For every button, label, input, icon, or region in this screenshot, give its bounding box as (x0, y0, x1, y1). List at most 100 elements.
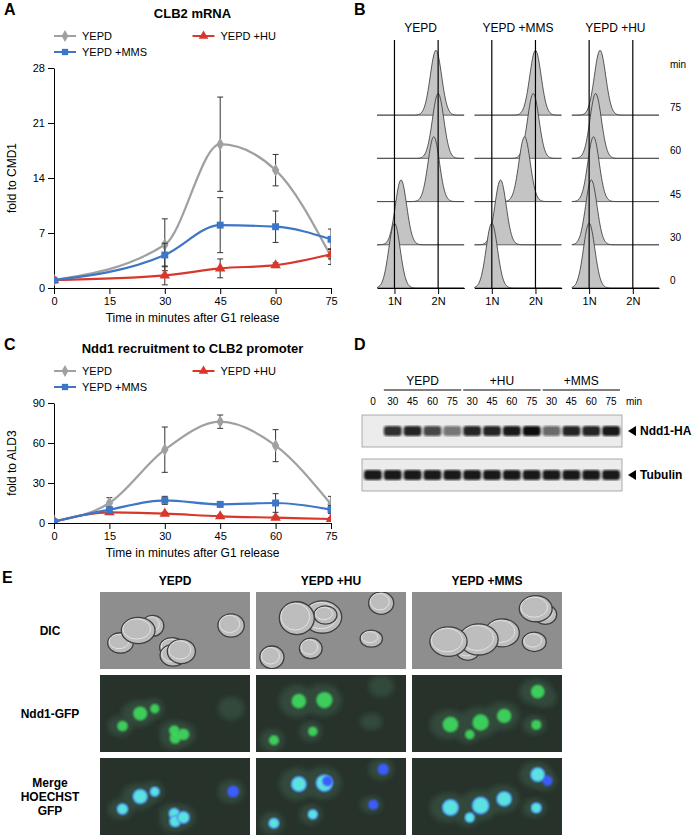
point (326, 513, 331, 522)
x-tick-mark (331, 288, 332, 294)
x-tick-label: 15 (104, 530, 116, 542)
legend-item: YEPD +MMS (54, 381, 147, 393)
x-tick: 60 (270, 523, 282, 542)
histogram-trace (474, 94, 561, 159)
x-tick-mark (633, 288, 634, 294)
cell-highlight (123, 619, 151, 639)
x-tick-mark (54, 288, 55, 294)
point (272, 223, 279, 230)
micrograph (100, 592, 250, 669)
lane-group-label: +MMS (564, 374, 599, 388)
lane-time: 45 (486, 396, 498, 407)
cell-glow (279, 685, 314, 718)
figure: ACLB2 mRNAYEPDYEPD +HUYEPD +MMS015304560… (0, 0, 700, 839)
cell (260, 646, 284, 669)
column-label: YEPD +MMS (451, 574, 522, 588)
cell-highlight (315, 607, 332, 619)
row-label: Ndd1-HA (640, 424, 692, 438)
plot-area (54, 97, 331, 287)
y-tick-label: 90 (33, 397, 45, 409)
y-axis-line (54, 69, 55, 289)
point (270, 512, 281, 521)
lane-time: 30 (546, 396, 558, 407)
nucleus-dna (308, 809, 318, 819)
point (160, 269, 171, 278)
blot-band (424, 426, 442, 436)
y-tick-label: 0 (39, 282, 45, 294)
y-tick: 14 (33, 172, 54, 184)
blot-band (463, 426, 481, 436)
cell (121, 617, 155, 643)
panel: EYEPDYEPD +HUYEPD +MMSDICNdd1-GFPMergeHO… (2, 569, 562, 835)
nucleus-gfp (178, 812, 190, 824)
cell-glow (430, 793, 467, 822)
error-cap (162, 284, 168, 285)
blot-band (503, 426, 521, 436)
y-tick-label: 7 (39, 227, 45, 239)
subpanel-title: YEPD +HU (585, 21, 645, 35)
histogram-trace (377, 137, 464, 202)
histogram-trace (474, 223, 561, 288)
x-tick: 0 (51, 523, 57, 542)
panel: ACLB2 mRNAYEPDYEPD +HUYEPD +MMS015304560… (4, 1, 338, 325)
lane-group-bracket (384, 390, 461, 391)
x-tick-label: 0 (51, 530, 57, 542)
image-background (256, 675, 406, 752)
x-tick-label: 1N (388, 295, 402, 307)
error-cap (273, 185, 279, 186)
nucleus-gfp (291, 777, 306, 792)
point (328, 506, 331, 513)
lane-time: 60 (586, 396, 598, 407)
image-background (256, 758, 406, 835)
cell (279, 602, 314, 635)
subpanel-title: YEPD (404, 21, 437, 35)
x-axis-line (55, 523, 332, 524)
cell (360, 630, 382, 647)
cell (369, 592, 394, 614)
error-bar (217, 502, 223, 507)
nucleus-gfp (117, 721, 128, 732)
legend-label: YEPD +HU (221, 365, 276, 377)
cell-glow (522, 798, 546, 817)
y-tick-mark (48, 483, 54, 484)
x-tick-label: 30 (159, 295, 171, 307)
series-line (54, 512, 331, 521)
point (106, 506, 113, 513)
error-bar (328, 496, 331, 512)
point (161, 497, 168, 504)
lane-time: 60 (427, 396, 439, 407)
y-tick-label: 0 (39, 517, 45, 529)
x-tick: 2N (626, 288, 640, 307)
cell-highlight (281, 603, 310, 630)
micrograph (100, 758, 250, 835)
micrograph (412, 675, 562, 752)
plot-area (474, 50, 561, 288)
cell-glow (519, 679, 552, 705)
nucleus-gfp (472, 714, 488, 730)
x-tick-mark (165, 523, 166, 529)
blot-strip (362, 415, 622, 447)
cell-highlight (370, 593, 389, 609)
histogram-trace (474, 50, 561, 115)
point (272, 439, 279, 452)
y-tick-label: 28 (33, 62, 45, 74)
x-tick: 1N (485, 288, 499, 307)
error-cap (162, 496, 168, 497)
y-tick: 28 (33, 62, 54, 74)
blot-band (424, 470, 442, 480)
point (217, 501, 224, 508)
image-background (412, 758, 562, 835)
image-background (100, 592, 250, 669)
x-tick: 1N (583, 288, 597, 307)
row-label: HOECHST (21, 790, 80, 804)
nucleus-dna (117, 803, 128, 814)
blot-band (384, 426, 402, 436)
panel-letter: B (354, 1, 366, 18)
y-tick-mark (48, 523, 54, 524)
micrograph (412, 758, 562, 835)
error-bar (162, 219, 168, 271)
plot-area (572, 50, 659, 288)
point (161, 443, 168, 456)
y-tick: 90 (33, 397, 54, 409)
nucleus-gfp (443, 717, 459, 733)
